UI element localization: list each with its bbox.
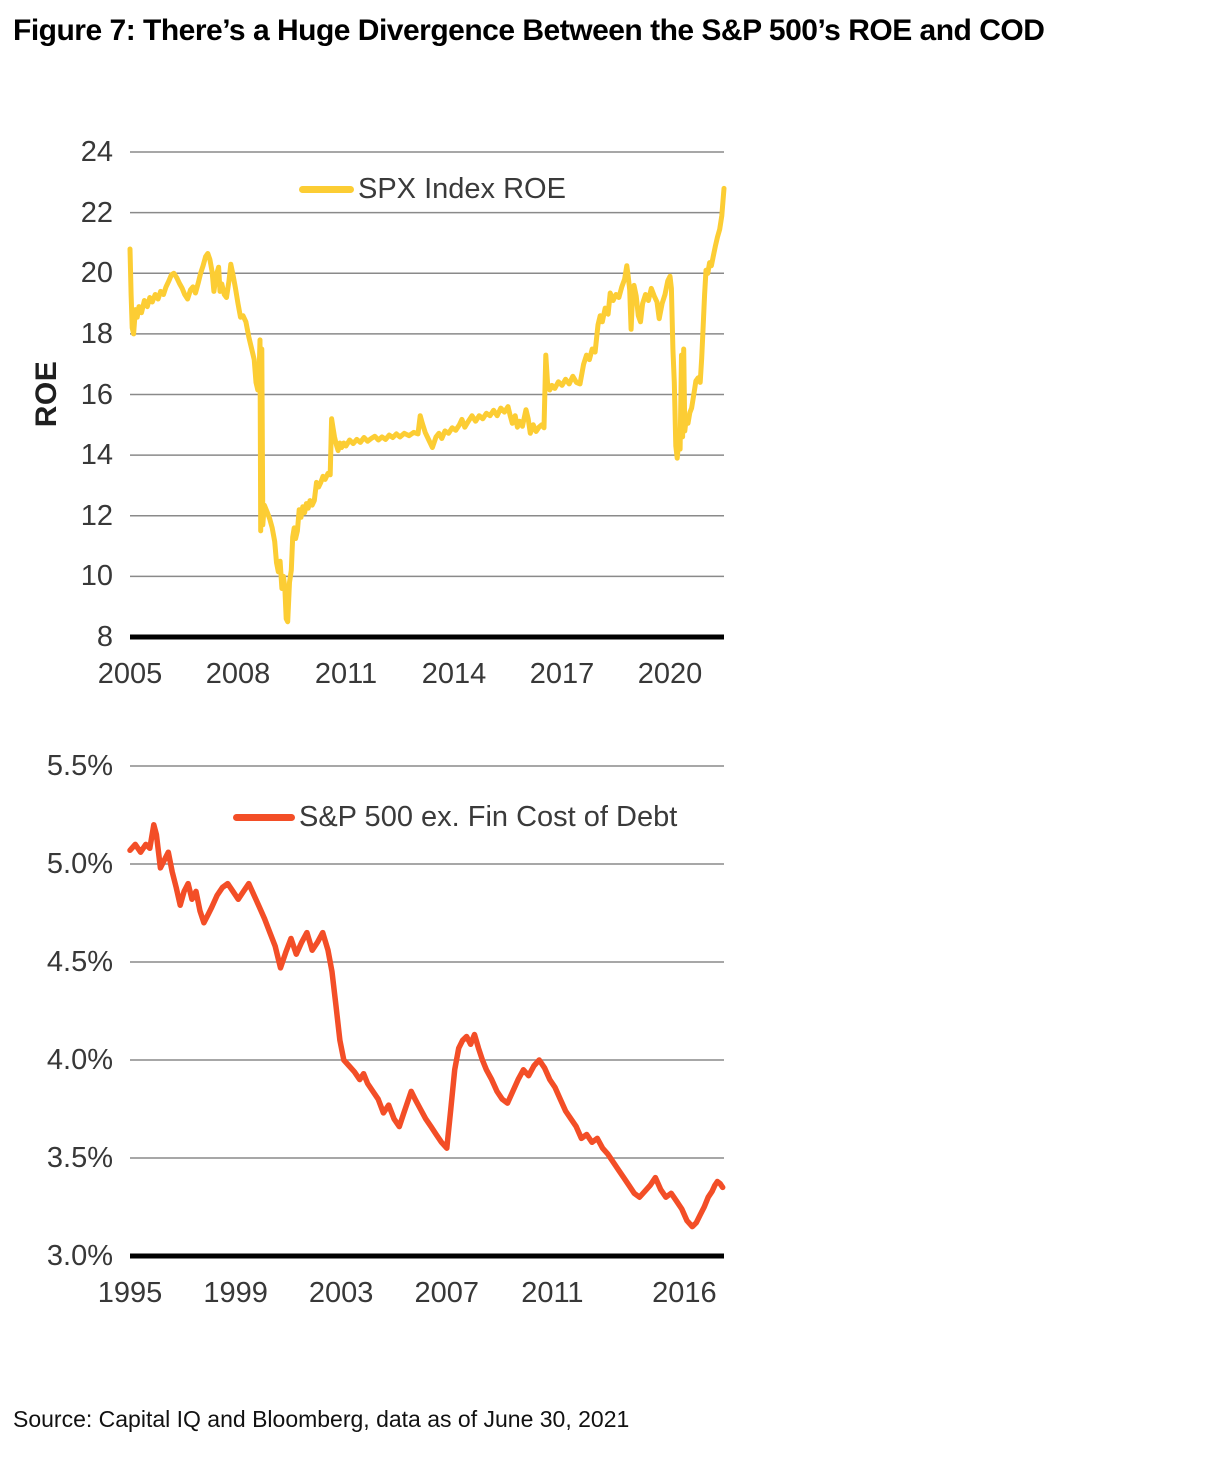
- x-tick-label: 2014: [421, 658, 487, 690]
- y-tick-label: 5.0%: [46, 848, 113, 880]
- y-tick-label: 10: [80, 560, 113, 593]
- x-tick-label: 2016: [652, 1277, 717, 1309]
- roe-legend-line-swatch: [299, 185, 354, 193]
- y-tick-label: 3.5%: [46, 1142, 113, 1174]
- y-tick-label: 24: [80, 136, 113, 168]
- legend-sp500-cost-of-debt: S&P 500 ex. Fin Cost of Debt: [233, 800, 677, 834]
- x-tick-label: 2007: [414, 1277, 480, 1309]
- x-tick-label: 2008: [205, 658, 271, 690]
- source-note: Source: Capital IQ and Bloomberg, data a…: [13, 1406, 630, 1432]
- x-tick-label: 2011: [521, 1277, 584, 1309]
- y-tick-label: 22: [80, 196, 113, 229]
- y-tick-label: 16: [80, 378, 113, 411]
- x-tick-label: 2005: [97, 658, 163, 690]
- x-tick-label: 2003: [308, 1277, 374, 1309]
- legend-spx-index-roe: SPX Index ROE: [299, 172, 566, 206]
- x-tick-label: 1999: [203, 1277, 268, 1309]
- cod-series-line: [127, 822, 726, 1230]
- roe-legend-label: SPX Index ROE: [358, 172, 566, 205]
- roe-series-line: [127, 185, 727, 625]
- y-tick-label: 5.5%: [46, 750, 113, 782]
- y-tick-label: 8: [96, 621, 113, 653]
- x-tick-label: 2017: [529, 658, 595, 690]
- y-tick-label: 18: [80, 317, 113, 350]
- x-tick-label: 2020: [637, 658, 703, 690]
- cod-legend-label: S&P 500 ex. Fin Cost of Debt: [299, 800, 678, 833]
- figure-title: Figure 7: There’s a Huge Divergence Betw…: [13, 14, 1045, 47]
- y-tick-label: 20: [80, 257, 113, 290]
- y-tick-label: 3.0%: [46, 1240, 113, 1272]
- x-tick-label: 2011: [314, 658, 378, 690]
- y-tick-label: 4.0%: [46, 1044, 113, 1076]
- cod-legend-line-swatch: [233, 813, 295, 821]
- roe-axis-title: ROE: [30, 360, 63, 428]
- x-tick-label: 1995: [97, 1277, 163, 1309]
- y-tick-label: 4.5%: [46, 946, 113, 978]
- y-tick-label: 14: [80, 439, 113, 472]
- y-tick-label: 12: [80, 499, 113, 532]
